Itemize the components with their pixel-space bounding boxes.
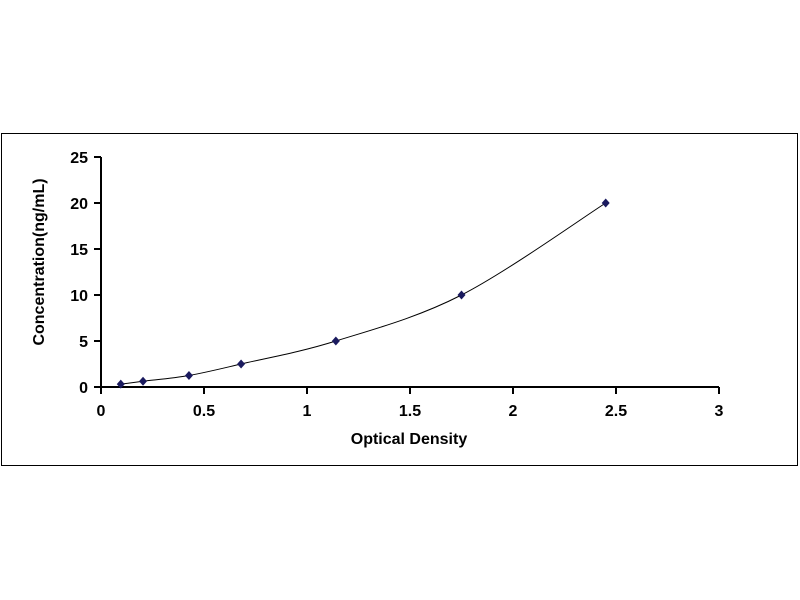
y-axis-label: Concentration(ng/mL) <box>31 178 48 345</box>
data-point <box>331 336 340 346</box>
y-tick-label: 25 <box>70 150 88 167</box>
data-point <box>184 371 193 380</box>
chart-frame <box>1 133 798 466</box>
data-point <box>601 198 610 208</box>
data-point <box>139 376 148 386</box>
y-tick-label: 15 <box>70 242 88 259</box>
x-axis-label: Optical Density <box>351 431 468 448</box>
x-tick-label: 0.5 <box>193 403 215 420</box>
y-tick-label: 20 <box>70 196 88 213</box>
data-point <box>237 359 246 369</box>
x-tick-label: 0 <box>97 403 106 420</box>
x-tick-label: 1 <box>303 403 312 420</box>
y-tick-label: 5 <box>79 334 88 351</box>
x-tick-label: 2.5 <box>605 403 627 420</box>
y-tick-label: 10 <box>70 288 88 305</box>
x-tick-label: 3 <box>715 403 724 420</box>
trend-curve <box>120 202 606 385</box>
x-tick-label: 2 <box>509 403 518 420</box>
data-point <box>116 379 125 389</box>
y-tick-label: 0 <box>79 380 88 397</box>
data-point <box>457 290 466 300</box>
x-tick-label: 1.5 <box>399 403 421 420</box>
